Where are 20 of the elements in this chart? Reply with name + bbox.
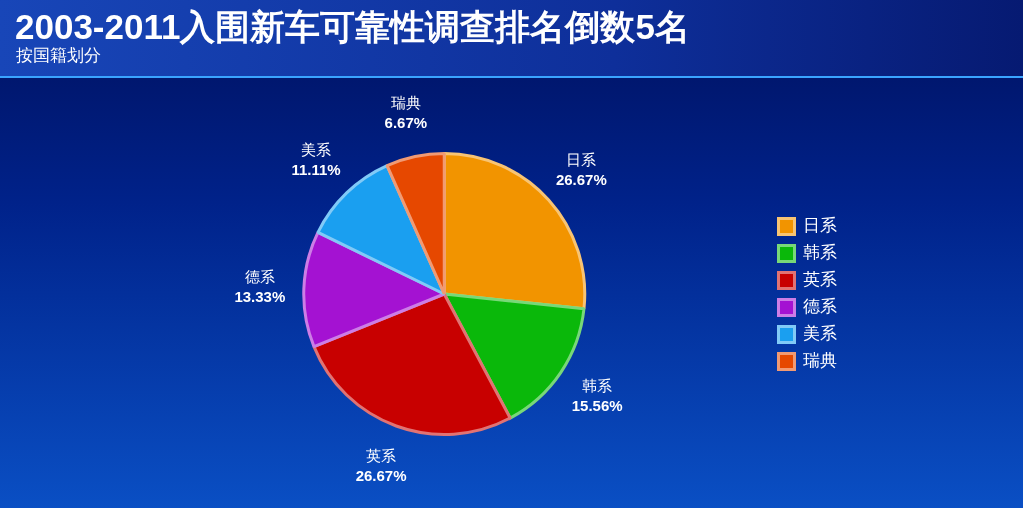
data-label: 13.33%: [234, 287, 286, 305]
legend-label: 瑞典: [803, 350, 837, 370]
data-label: 11.11%: [291, 161, 341, 179]
legend-label: 韩系: [803, 242, 837, 262]
slice-label: 韩系: [582, 377, 613, 395]
data-label: 15.56%: [571, 397, 623, 415]
slice-label: 英系: [366, 447, 397, 465]
legend-label: 美系: [803, 323, 837, 343]
chart-title: 2003-2011入围新车可靠性调查排名倒数5名: [15, 7, 690, 47]
slice-label: 瑞典: [390, 93, 421, 111]
text: 按国籍划分: [16, 46, 101, 66]
data-label: 6.67%: [384, 113, 428, 131]
legend-label: 德系: [803, 296, 837, 316]
slice-label: 日系: [566, 150, 597, 168]
legend-label: 日系: [803, 215, 837, 235]
data-label: 26.67%: [355, 467, 407, 485]
legend-label: 英系: [803, 269, 837, 289]
slice-label: 德系: [244, 267, 275, 285]
slice-label: 美系: [301, 141, 332, 159]
data-label: 26.67%: [555, 170, 607, 188]
